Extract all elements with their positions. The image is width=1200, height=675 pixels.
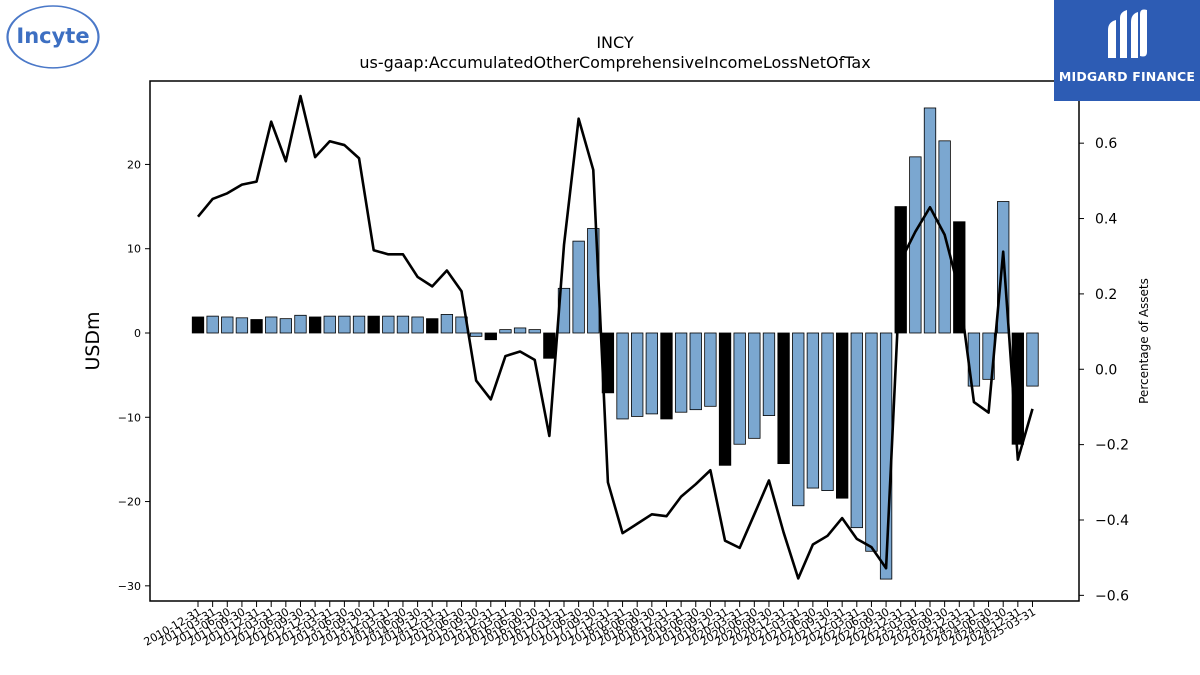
bar bbox=[470, 332, 483, 337]
midgard-logo-text: MIDGARD FINANCE bbox=[1058, 69, 1196, 84]
bar bbox=[674, 332, 688, 413]
y2-tick-label: 0.6 bbox=[1095, 136, 1117, 152]
bar bbox=[484, 332, 497, 341]
bar bbox=[806, 332, 820, 489]
x-axis: 2010-12-312011-03-312011-06-302011-09-30… bbox=[142, 601, 1038, 649]
bar bbox=[953, 221, 966, 334]
bar bbox=[279, 318, 292, 334]
bar bbox=[235, 317, 249, 334]
bar bbox=[323, 315, 336, 334]
plot-frame bbox=[149, 80, 1080, 602]
bar bbox=[850, 332, 863, 529]
bar bbox=[352, 315, 366, 334]
y2-tick-label: −0.2 bbox=[1095, 438, 1129, 454]
bar bbox=[338, 315, 351, 334]
incyte-logo-mark: Incyte bbox=[6, 5, 100, 69]
y-tick-label: −30 bbox=[118, 580, 141, 593]
bar bbox=[748, 332, 761, 439]
chart-subtitle: us-gaap:AccumulatedOtherComprehensiveInc… bbox=[359, 53, 870, 72]
bar bbox=[191, 316, 205, 334]
bar bbox=[411, 316, 424, 334]
bar bbox=[762, 332, 776, 416]
bar bbox=[631, 332, 644, 417]
bar bbox=[792, 332, 805, 507]
y-axis-label: USDm bbox=[82, 311, 104, 370]
bar bbox=[308, 316, 322, 334]
y-tick-label: 0 bbox=[134, 327, 141, 340]
bar bbox=[513, 327, 527, 334]
y-tick-label: 10 bbox=[127, 243, 141, 256]
y-tick-label: −10 bbox=[118, 411, 141, 424]
y2-axis-label: Percentage of Assets bbox=[1137, 278, 1151, 404]
chart-title: INCY bbox=[596, 33, 634, 52]
bar bbox=[616, 332, 629, 420]
bar bbox=[206, 315, 219, 334]
bar bbox=[865, 332, 878, 552]
y-tick-label: 20 bbox=[127, 158, 141, 171]
bar bbox=[704, 332, 717, 407]
y2-tick-label: 0.2 bbox=[1095, 287, 1117, 303]
bar bbox=[645, 332, 658, 415]
bar bbox=[572, 240, 585, 334]
midgard-logo-mark bbox=[1108, 9, 1147, 58]
bar bbox=[718, 332, 732, 466]
bar bbox=[821, 332, 834, 491]
bar bbox=[367, 315, 380, 334]
pct-assets-line bbox=[196, 94, 1034, 580]
line-series bbox=[196, 94, 1034, 580]
incyte-logo: Incyte bbox=[6, 5, 100, 69]
incyte-logo-text: Incyte bbox=[16, 24, 89, 48]
bar bbox=[221, 316, 234, 334]
bar bbox=[836, 332, 849, 499]
bar bbox=[528, 329, 541, 334]
y2-tick-label: 0.0 bbox=[1095, 362, 1117, 378]
bar bbox=[777, 332, 790, 465]
y-axis-right: −0.6 −0.4 −0.2 0.0 0.2 0.4 0.6 bbox=[1079, 136, 1129, 604]
y2-tick-label: 0.4 bbox=[1095, 212, 1117, 228]
bar bbox=[426, 318, 439, 334]
bar bbox=[499, 329, 512, 334]
bar bbox=[250, 319, 263, 334]
y-axis-left: −30 −20 −10 0 10 20 bbox=[118, 158, 150, 593]
bar bbox=[382, 315, 395, 334]
bar bbox=[440, 314, 454, 334]
midgard-finance-logo: MIDGARD FINANCE bbox=[1054, 0, 1200, 101]
bar bbox=[396, 315, 410, 334]
bar bbox=[733, 332, 746, 445]
bar bbox=[543, 332, 556, 359]
y2-tick-label: −0.4 bbox=[1095, 513, 1129, 529]
bar bbox=[1026, 332, 1039, 387]
bar bbox=[265, 316, 278, 334]
bar bbox=[660, 332, 673, 420]
bar bbox=[923, 107, 937, 334]
bar bbox=[909, 156, 922, 334]
y2-tick-label: −0.6 bbox=[1095, 588, 1129, 604]
bar bbox=[294, 314, 307, 334]
y-tick-label: −20 bbox=[118, 496, 141, 509]
bar bbox=[689, 332, 702, 411]
